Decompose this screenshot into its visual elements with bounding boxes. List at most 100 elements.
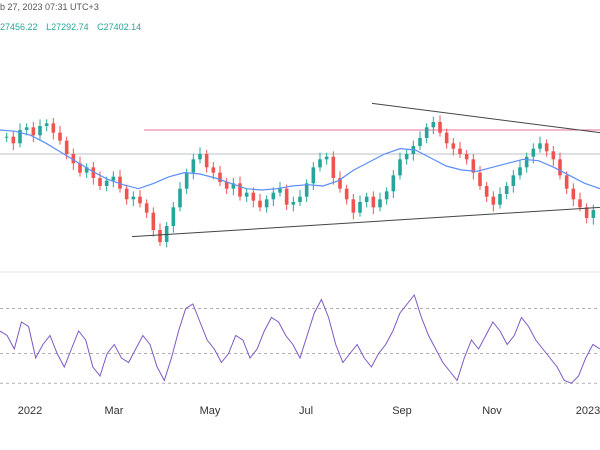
candle-body	[198, 154, 202, 160]
candle-body	[264, 199, 269, 208]
candle-body	[344, 188, 349, 200]
x-axis-tick-label: Jul	[299, 405, 313, 417]
candle-body	[124, 188, 129, 200]
candle-body	[251, 192, 256, 201]
candle-body	[304, 183, 309, 197]
candle-body	[458, 148, 462, 154]
candle-body	[491, 196, 496, 205]
x-axis-tick-label: Sep	[392, 405, 412, 417]
candle-body	[558, 159, 562, 176]
candle-body	[564, 175, 569, 189]
candle-body	[184, 172, 189, 189]
candle-body	[324, 156, 329, 160]
candle-body	[391, 175, 396, 192]
candle-body	[258, 200, 262, 208]
candle-body	[51, 123, 56, 133]
candle-body	[571, 188, 576, 200]
candle-body	[244, 192, 249, 197]
candle-body	[451, 143, 456, 149]
candle-body	[118, 176, 122, 189]
chart-header-timestamp: b 27, 2023 07:31 UTC+3	[0, 2, 99, 12]
candle-body	[438, 122, 442, 133]
moving-average-line	[0, 129, 600, 191]
candle-body	[224, 182, 229, 189]
candle-body	[578, 199, 582, 208]
candle-body	[331, 156, 336, 178]
candle-body	[498, 194, 502, 205]
candle-body	[384, 191, 389, 200]
candle-body	[4, 136, 9, 138]
candle-body	[271, 192, 276, 200]
ohlc-value-close: C27402.14	[97, 22, 142, 32]
candle-body	[84, 167, 89, 173]
candle-body	[538, 143, 542, 149]
candle-body	[551, 151, 556, 160]
x-axis-tick-label: Mar	[105, 405, 124, 417]
candle-body	[371, 196, 376, 208]
candle-body	[398, 159, 402, 176]
candle-body	[318, 159, 322, 168]
candle-body	[444, 132, 449, 144]
candle-body	[378, 199, 382, 208]
candle-body	[104, 180, 109, 186]
candle-body	[424, 127, 429, 138]
candle-body	[64, 140, 69, 154]
candle-body	[511, 175, 516, 186]
candle-body	[78, 163, 82, 173]
candle-body	[418, 138, 422, 146]
candle-body	[478, 172, 482, 186]
lower-trendline	[131, 206, 600, 238]
candle-body	[504, 186, 509, 194]
candle-body	[544, 143, 549, 152]
oscillator-line	[0, 293, 600, 384]
candle-body	[584, 207, 589, 218]
candle-body	[11, 136, 16, 144]
x-axis-tick-label: 2023	[576, 405, 600, 417]
upper-trendline	[371, 102, 600, 134]
ohlc-value-low: L27292.74	[46, 22, 89, 32]
candle-body	[218, 172, 222, 182]
candle-body	[171, 207, 176, 226]
candle-body	[44, 123, 49, 126]
x-axis-tick-label: May	[200, 405, 221, 417]
candle-body	[531, 148, 536, 157]
candle-body	[364, 196, 369, 202]
candle-body	[191, 159, 196, 173]
candle-body	[518, 167, 522, 176]
candle-body	[524, 156, 529, 168]
candle-body	[151, 212, 156, 230]
candle-body	[338, 178, 342, 189]
candle-body	[238, 183, 242, 197]
candle-body	[484, 186, 489, 197]
x-axis-tick-label: 2022	[18, 405, 42, 417]
candle-body	[311, 167, 316, 184]
candle-body	[38, 126, 42, 136]
candle-body	[464, 154, 469, 160]
candle-body	[358, 202, 362, 213]
candle-body	[351, 199, 356, 213]
candle-body	[178, 188, 182, 208]
candle-body	[591, 210, 596, 218]
candle-body	[278, 188, 282, 193]
ohlc-value-high: 27456.22	[0, 22, 38, 32]
candle-body	[291, 202, 296, 205]
candle-body	[144, 203, 149, 213]
x-axis-tick-label: Nov	[482, 405, 502, 417]
candle-body	[211, 167, 216, 173]
candle-body	[58, 132, 62, 141]
candle-body	[24, 127, 29, 130]
candle-body	[431, 122, 436, 128]
candle-body	[204, 154, 209, 168]
candle-body	[284, 188, 289, 205]
candle-body	[71, 154, 76, 164]
candle-body	[404, 154, 409, 160]
candle-body	[31, 127, 36, 136]
candle-body	[158, 230, 162, 242]
ohlc-readout: 27456.22 L27292.74 C27402.14	[0, 22, 147, 36]
candle-body	[98, 178, 102, 186]
candle-body	[111, 176, 116, 181]
candle-body	[131, 196, 136, 200]
candle-body	[471, 159, 476, 173]
